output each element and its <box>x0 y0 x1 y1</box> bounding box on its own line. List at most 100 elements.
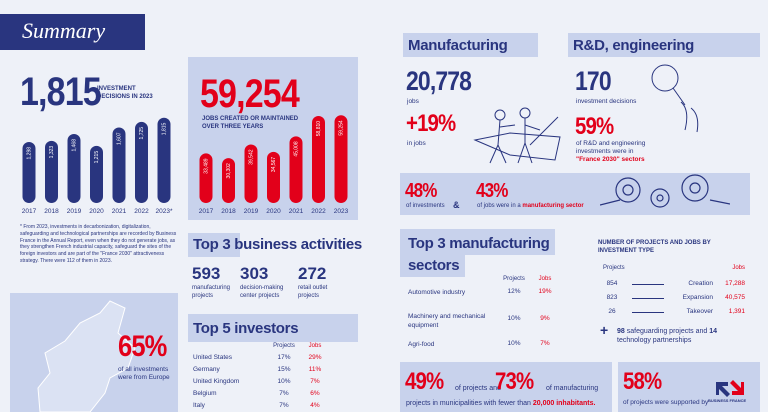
highlight <box>400 229 555 255</box>
investment-chart: 1,298 2017 1,323 2018 1,468 2019 1,215 2020 1,60… <box>22 117 173 215</box>
column-header: Jobs <box>308 343 322 349</box>
column-header: Projects <box>503 276 525 282</box>
label-text: of R&D and engineering investments were … <box>576 140 646 155</box>
projects-share: 12% <box>507 288 521 295</box>
bar <box>45 140 58 203</box>
x-tick-label: 2023 <box>334 208 349 215</box>
column-header: Projects <box>273 343 295 349</box>
x-tick-label: 2021 <box>112 208 127 215</box>
investment-type: Creation <box>688 280 713 287</box>
x-tick-label: 2021 <box>289 208 304 215</box>
jobs-share: 7% <box>540 340 550 347</box>
bar <box>135 121 148 203</box>
big-number: 20,778 <box>406 66 472 96</box>
column-header: Projects <box>603 265 625 271</box>
big-number: 43% <box>476 180 508 202</box>
jobs-count: 40,575 <box>725 294 745 301</box>
projects-share: 10% <box>277 378 291 385</box>
logo-mark <box>716 380 744 397</box>
jobs-chart: 33,489 2017 30,302 2018 39,542 2019 34,567 2020… <box>199 115 349 215</box>
sector: Agri-food <box>408 341 435 348</box>
projects-count: 823 <box>606 294 618 301</box>
big-number: 59,254 <box>200 72 300 116</box>
europe-map <box>37 300 136 412</box>
workers-illustration <box>473 107 561 164</box>
projects-count: 854 <box>606 280 618 287</box>
section-title: Top 5 investors <box>193 320 299 337</box>
highlight-text: Top 3 <box>193 236 231 253</box>
label: of jobs were in a manufacturing sector <box>477 203 584 209</box>
logo-text: BUSINESS FRANCE <box>708 398 747 403</box>
big-number: +19% <box>406 110 456 137</box>
big-number: 59% <box>575 113 614 140</box>
activity-label: retail outlet projects <box>298 285 328 299</box>
bar-value-label: 59,254 <box>338 120 344 136</box>
bar-value-label: 30,302 <box>226 163 232 179</box>
label: of projects and <box>455 385 501 392</box>
jobs-share: 4% <box>310 402 320 409</box>
jobs-share: 19% <box>538 288 552 295</box>
projects-share: 15% <box>277 366 291 373</box>
label-text: safeguarding projects and <box>626 328 708 335</box>
label: projects in municipalities with fewer th… <box>406 400 595 407</box>
big-number: 48% <box>405 180 437 202</box>
x-tick-label: 2020 <box>266 208 281 215</box>
x-tick-label: 2017 <box>199 208 214 215</box>
share-band <box>400 173 750 215</box>
activity-number: 593 <box>192 264 221 283</box>
bar <box>112 127 126 203</box>
x-tick-label: 2022 <box>134 208 149 215</box>
jobs-count: 17,288 <box>725 280 745 287</box>
number: 14 <box>709 328 718 335</box>
section-title: Top 3 manufacturing sectors <box>408 235 550 274</box>
row-rule <box>632 312 664 313</box>
projects-share: 10% <box>507 315 521 322</box>
country: United States <box>193 354 233 361</box>
label-emphasis: 20,000 inhabitants. <box>532 400 596 407</box>
country: Italy <box>193 402 205 409</box>
sector: Automotive industry <box>408 289 466 296</box>
label-text: technology partnerships <box>617 337 692 344</box>
bar <box>312 115 325 203</box>
bar-value-label: 1,323 <box>49 146 55 159</box>
jobs-share: 29% <box>308 354 322 361</box>
bar-value-label: 1,815 <box>161 122 167 135</box>
row-rule <box>632 284 664 285</box>
bar-value-label: 1,298 <box>26 147 32 160</box>
jobs-share: 7% <box>310 378 320 385</box>
section-title: Top 3 business activities <box>193 236 362 253</box>
activity-label: decision-making center projects <box>240 285 284 299</box>
bar <box>67 134 81 203</box>
x-tick-label: 2019 <box>67 208 82 215</box>
bar-value-label: 39,542 <box>248 149 254 165</box>
jobs-share: 6% <box>310 390 320 397</box>
number: 98 <box>617 328 625 335</box>
title-banner <box>0 14 145 50</box>
projects-share: 17% <box>277 354 291 361</box>
bar <box>244 144 258 203</box>
gears-illustration <box>600 174 730 208</box>
big-number: 1,815 <box>20 70 102 114</box>
highlight <box>568 33 760 57</box>
label-text: of jobs were in a <box>477 203 521 209</box>
country: United Kingdom <box>193 378 240 385</box>
projects-count: 26 <box>608 308 616 315</box>
section-title: NUMBER OF PROJECTS AND JOBS BY INVESTMEN… <box>598 240 711 254</box>
bar-value-label: 33,489 <box>203 158 209 174</box>
municipalities-band <box>400 362 612 412</box>
big-number: 170 <box>575 66 612 96</box>
bar <box>222 158 235 203</box>
bar <box>22 141 36 203</box>
projects-share: 7% <box>279 390 289 397</box>
section-title: Manufacturing <box>408 37 508 54</box>
big-number: 49% <box>405 368 444 395</box>
projects-share: 10% <box>507 340 521 347</box>
footnote: * From 2023, investments in decarbonizat… <box>20 224 177 264</box>
highlight <box>188 314 358 342</box>
highlight <box>188 233 240 257</box>
bar <box>334 115 348 203</box>
label-emphasis: manufacturing sector <box>522 203 584 209</box>
bar-value-label: 1,607 <box>116 132 122 145</box>
page-title: Summary <box>22 18 106 43</box>
